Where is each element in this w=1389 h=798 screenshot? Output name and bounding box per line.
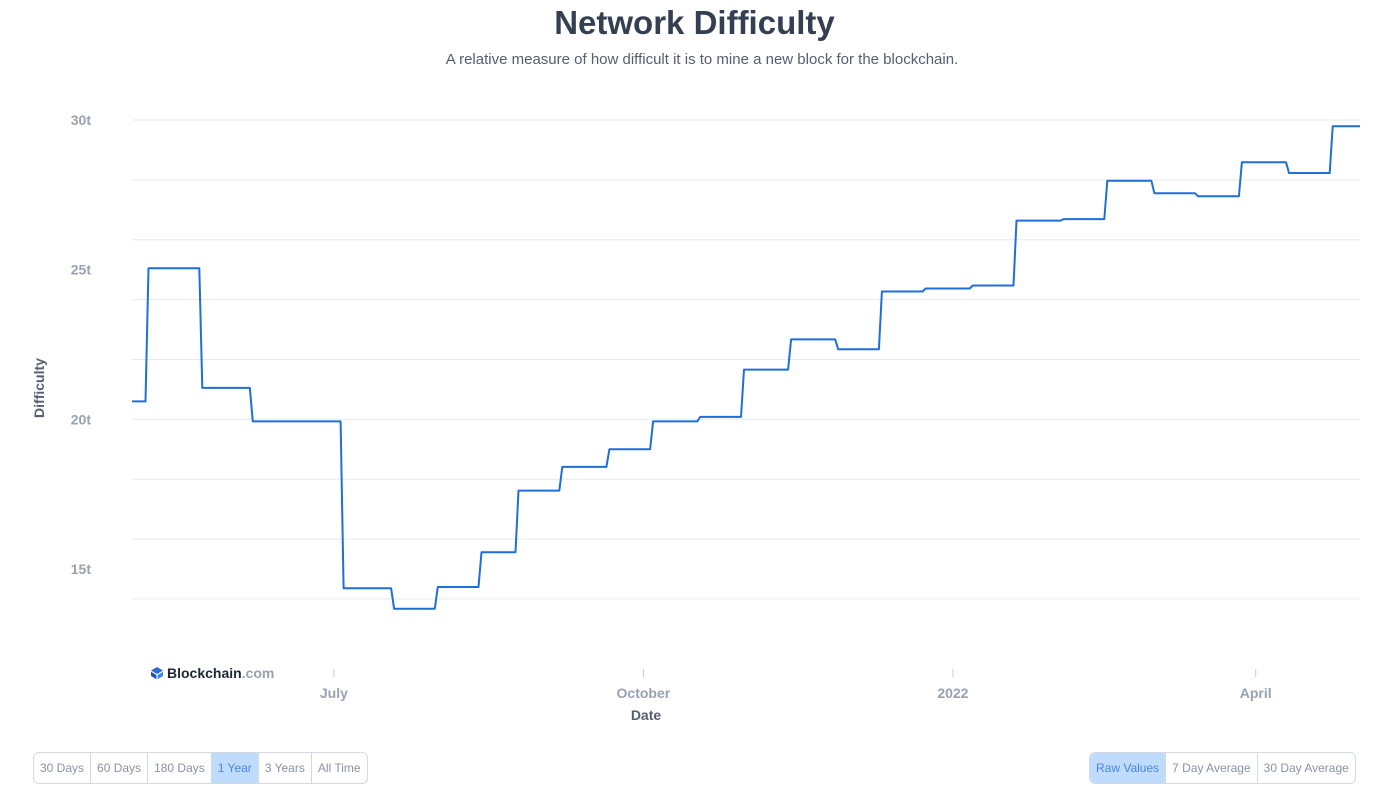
brand-watermark: Blockchain .com — [150, 665, 274, 681]
difficulty-series-line — [132, 125, 1360, 610]
range-1-year-button[interactable]: 1 Year — [211, 753, 259, 783]
time-range-selector: 30 Days 60 Days 180 Days 1 Year 3 Years All T… — [33, 752, 368, 784]
brand-suffix: .com — [241, 665, 275, 681]
range-60-days-button[interactable]: 60 Days — [91, 753, 149, 783]
chart-subtitle: A relative measure of how difficult it i… — [445, 51, 959, 68]
y-tick-label: 20t — [71, 411, 92, 427]
y-tick-label: 15t — [71, 561, 92, 577]
difficulty-chart: 15t 20t 25t 30t July October 2022 April Date Diff… — [31, 112, 1360, 723]
x-tick-label: July — [320, 685, 348, 701]
brand-name: Blockchain — [167, 665, 242, 681]
y-tick-label: 25t — [71, 262, 92, 278]
value-raw-values-button[interactable]: Raw Values — [1090, 753, 1167, 783]
x-tick-label: 2022 — [937, 685, 968, 701]
x-axis-label: Date — [631, 707, 662, 723]
range-180-days-button[interactable]: 180 Days — [148, 753, 212, 783]
range-30-days-button[interactable]: 30 Days — [34, 753, 92, 783]
blockchain-logo-icon — [151, 667, 163, 680]
range-all-time-button[interactable]: All Time — [317, 761, 361, 775]
y-axis-label: Difficulty — [31, 358, 47, 418]
value-mode-selector: Raw Values 7 Day Average 30 Day Average — [1089, 752, 1356, 784]
range-3-years-button[interactable]: 3 Years — [259, 753, 312, 783]
value-7-day-average-button[interactable]: 7 Day Average — [1166, 753, 1258, 783]
x-tick-label: October — [617, 685, 671, 701]
chart-title: Network Difficulty — [554, 4, 835, 41]
value-30-day-average-button[interactable]: 30 Day Average — [1263, 761, 1349, 775]
x-tick-label: April — [1240, 685, 1272, 701]
y-tick-label: 30t — [71, 112, 92, 128]
